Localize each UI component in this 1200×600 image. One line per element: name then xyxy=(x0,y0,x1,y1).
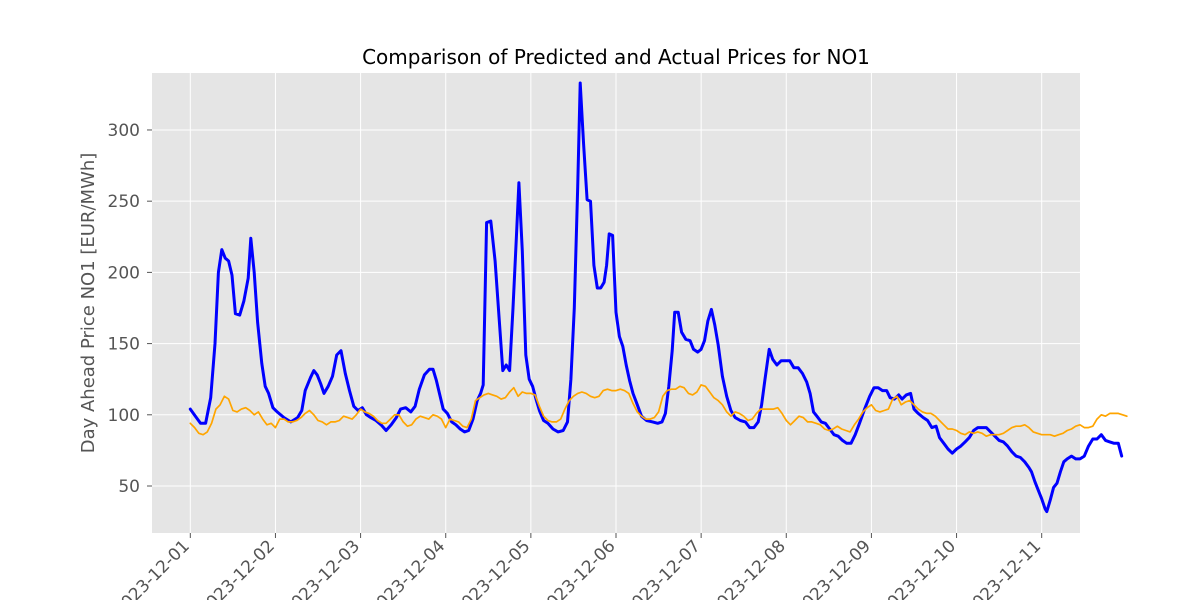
y-axis-label: Day Ahead Price NO1 [EUR/MWh] xyxy=(78,153,99,454)
y-tick-label: 300 xyxy=(108,121,140,141)
y-tick-label: 150 xyxy=(108,335,140,355)
y-axis-ticks: 50 100 150 200 250 300 xyxy=(108,121,152,497)
chart-title: Comparison of Predicted and Actual Price… xyxy=(362,45,870,69)
y-tick-label: 100 xyxy=(108,406,140,426)
series-line-predicted xyxy=(189,384,1128,438)
y-tick-label: 50 xyxy=(118,477,140,497)
series-layer xyxy=(188,81,1128,514)
series-line-actual xyxy=(188,81,1124,514)
y-tick-label: 250 xyxy=(108,192,140,212)
y-tick-label: 200 xyxy=(108,263,140,283)
